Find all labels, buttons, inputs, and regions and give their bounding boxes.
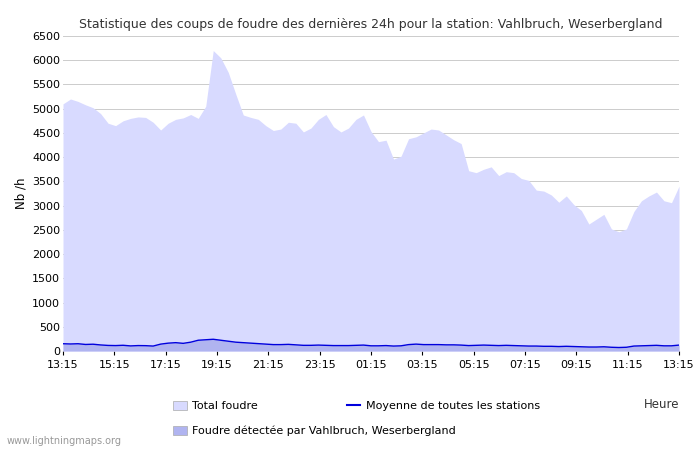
Text: www.lightningmaps.org: www.lightningmaps.org	[7, 436, 122, 446]
Title: Statistique des coups de foudre des dernières 24h pour la station: Vahlbruch, We: Statistique des coups de foudre des dern…	[79, 18, 663, 31]
Legend: Foudre détectée par Vahlbruch, Weserbergland: Foudre détectée par Vahlbruch, Weserberg…	[174, 426, 456, 436]
Text: Heure: Heure	[643, 398, 679, 411]
Y-axis label: Nb /h: Nb /h	[15, 178, 28, 209]
